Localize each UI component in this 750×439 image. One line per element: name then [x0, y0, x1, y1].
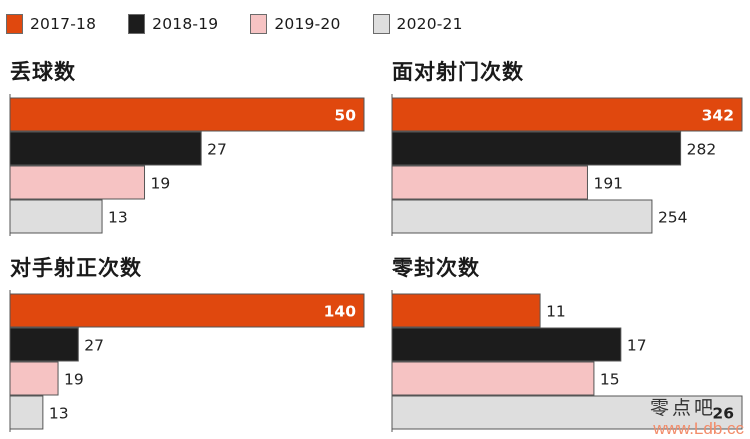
legend-label: 2018-19 [152, 15, 219, 33]
legend-swatch [128, 14, 146, 34]
legend-label: 2020-21 [396, 15, 463, 33]
bar-value-label: 17 [627, 337, 647, 355]
bar-2019-20 [9, 361, 59, 396]
bar-2017-18 [9, 97, 365, 132]
legend-swatch [250, 14, 268, 34]
bar-value-label: 342 [702, 107, 734, 125]
bar-value-label: 27 [207, 141, 227, 159]
bar-value-label: 140 [324, 303, 357, 321]
bar-value-label: 27 [84, 337, 104, 355]
bar-value-label: 13 [49, 405, 69, 423]
legend-item-2020-21: 2020-21 [372, 14, 463, 34]
legend-label: 2019-20 [274, 15, 341, 33]
watermark-url: www.Ldb.cc [653, 419, 744, 438]
watermark-text: 零点吧 [649, 397, 716, 419]
bar-2018-19 [391, 327, 622, 362]
bar-2017-18 [391, 97, 743, 132]
bar-value-label: 15 [600, 371, 620, 389]
bar-2017-18 [9, 293, 365, 328]
chart-plot: 11 17 15 26 [391, 290, 743, 432]
bar-value-label: 11 [546, 303, 566, 321]
legend-item-2018-19: 2018-19 [128, 14, 218, 34]
bar-2019-20 [391, 361, 595, 396]
bar-2020-21 [9, 199, 103, 234]
bar-value-label: 282 [687, 141, 717, 159]
chart-title: 面对射门次数 [392, 60, 524, 84]
legend-item-2019-20: 2019-20 [250, 14, 340, 34]
legend-swatch [6, 14, 23, 34]
bar-value-label: 19 [151, 175, 171, 193]
bar-2018-19 [391, 131, 682, 166]
bar-2020-21 [391, 199, 653, 234]
bar-value-label: 191 [593, 175, 623, 193]
watermark: 零点吧 www.Ldb.cc [649, 397, 744, 438]
bar-2020-21 [391, 395, 743, 430]
bar-2018-19 [9, 327, 79, 362]
bar-2019-20 [9, 165, 146, 200]
chart-plot: 342 282 191 254 [391, 94, 743, 236]
chart-title: 丢球数 [10, 60, 76, 84]
bar-2020-21 [9, 395, 44, 430]
chart-title: 对手射正次数 [10, 256, 142, 280]
chart-shots-on-target-faced: 对手射正次数 140 27 19 13 [6, 252, 366, 432]
bar-value-label: 13 [108, 209, 128, 227]
chart-shots-faced: 面对射门次数 342 282 191 254 [388, 56, 744, 236]
chart-clean-sheets: 零封次数 11 17 15 26 [388, 252, 744, 432]
chart-plot: 50 27 19 13 [9, 94, 365, 236]
bar-value-label: 50 [334, 107, 356, 125]
legend-swatch [372, 14, 390, 34]
bar-value-label: 254 [658, 209, 688, 227]
legend: 2017-18 2018-19 2019-20 2020-21 [6, 10, 495, 38]
legend-item-2017-18: 2017-18 [6, 14, 96, 34]
bar-2019-20 [391, 165, 588, 200]
bar-2018-19 [9, 131, 202, 166]
bar-2017-18 [391, 293, 541, 328]
legend-label: 2017-18 [30, 15, 97, 33]
chart-goals-conceded: 丢球数 50 27 19 13 [6, 56, 366, 236]
bar-value-label: 26 [712, 405, 734, 423]
bar-value-label: 19 [64, 371, 84, 389]
chart-title: 零封次数 [392, 256, 480, 280]
